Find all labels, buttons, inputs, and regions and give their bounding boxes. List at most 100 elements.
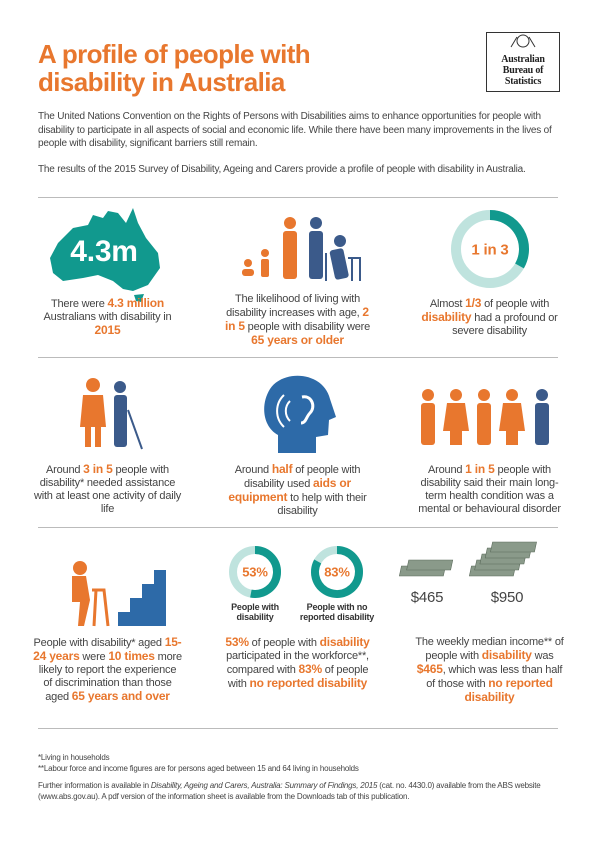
figures-row-icon: [420, 389, 549, 445]
map-figure: 4.3m: [70, 235, 138, 268]
intro-paragraph: The results of the 2015 Survey of Disabi…: [38, 164, 526, 175]
highlight-text: 65 years or older: [251, 333, 344, 347]
donut-arc: [311, 546, 363, 598]
highlight-text: 83%: [298, 662, 323, 676]
separator: [38, 527, 558, 528]
panel-text: There were 4.3 million Australians with …: [15, 297, 200, 338]
panel-text: The weekly median income** of people wit…: [397, 636, 582, 705]
text-segment: participated in the workforce**, compare…: [226, 650, 369, 676]
text-segment: Around: [234, 464, 272, 476]
logo-crest: [510, 34, 536, 48]
donut-pair: 53% People with disability 83% People with n…: [229, 546, 375, 622]
panel: 4.3m There were 4.3 million Australians …: [15, 203, 200, 338]
map-shape: [49, 208, 160, 291]
highlight-text: 4.3 million: [107, 296, 165, 310]
italic-text: Disability, Ageing and Carers, Australia…: [150, 781, 378, 790]
text-segment: more likely to report the experience of …: [38, 651, 182, 703]
text-segment: people with disability* needed assistanc…: [33, 464, 182, 515]
donut-caption: People with no reported disability: [300, 602, 374, 622]
age-figures-icon: [241, 217, 361, 281]
assistance-icon: [79, 378, 143, 450]
highlight-text: no reported disability: [249, 676, 368, 690]
donut-arc: [489, 210, 529, 269]
donut-chart: 1 in 3: [450, 210, 529, 288]
text-segment: people with disability were: [244, 321, 371, 333]
highlight-text: 2015: [94, 323, 121, 337]
panel-text: Around 1 in 5 people with disability sai…: [397, 463, 582, 516]
highlight-text: 2 in 5: [224, 305, 369, 333]
title: A profile of people with disability in A…: [38, 39, 311, 97]
highlight-text: disability: [481, 648, 532, 662]
panel: $465 $950 The weekly median income** of p…: [397, 540, 582, 705]
panel: Around half of people with disability us…: [205, 365, 390, 518]
highlight-text: 1 in 5: [465, 462, 495, 476]
text-segment: (cat. no. 4430.0) available from the ABS…: [38, 781, 541, 801]
separator: [38, 357, 558, 358]
donut-label: 1 in 3: [471, 241, 508, 258]
text-segment: The weekly median income** of people wit…: [415, 636, 564, 662]
panel: 53% People with disability 83% People with n…: [205, 540, 390, 691]
text-segment: was: [531, 650, 554, 662]
highlight-text: $465: [416, 662, 443, 676]
panel: The likelihood of living with disability…: [205, 203, 390, 348]
money-icon: $465 $950: [398, 541, 537, 606]
logo-text: Australian Bureau of Statistics: [501, 54, 545, 87]
panel-text: 53% of people with disability participat…: [205, 636, 390, 691]
logo: Australian Bureau of Statistics: [486, 32, 560, 92]
text-segment: people with disability said their main l…: [418, 464, 561, 515]
highlight-text: disability: [319, 635, 370, 649]
separator: [38, 197, 558, 198]
donut-caption: People with disability: [231, 602, 279, 622]
text-segment: The likelihood of living with disability…: [226, 293, 363, 319]
highlight-text: disability: [421, 310, 472, 324]
text-segment: Almost: [429, 298, 466, 310]
panel: Around 3 in 5 people with disability* ne…: [15, 365, 200, 516]
text-segment: There were: [51, 298, 108, 310]
text-segment: People with disability* aged: [33, 637, 165, 649]
donut-arc: [250, 546, 281, 598]
highlight-text: 53%: [225, 635, 249, 649]
hearing-aid-icon: [263, 375, 336, 453]
text-segment: Around: [428, 464, 466, 476]
text-segment: had a profound or severe disability: [452, 312, 558, 337]
intro-paragraph: The United Nations Convention on the Rig…: [38, 111, 552, 149]
income-amount: $465: [411, 589, 444, 606]
footnote: *Living in households: [38, 753, 110, 762]
highlight-text: 10 times: [108, 649, 155, 663]
text-segment: of people with: [248, 637, 320, 649]
walker-stairs-icon: [71, 561, 166, 627]
highlight-text: 1/3: [465, 296, 482, 310]
panel-text: Around 3 in 5 people with disability* ne…: [15, 463, 200, 516]
text-segment: to help with their disability: [277, 492, 367, 517]
highlight-text: half: [271, 462, 293, 476]
footnote: **Labour force and income figures are fo…: [38, 764, 359, 773]
donut-label: 83%: [324, 565, 350, 580]
separator: [38, 728, 558, 729]
text-segment: Around: [46, 464, 84, 476]
panel-text: People with disability* aged 15-24 years…: [15, 636, 200, 704]
panel-text: The likelihood of living with disability…: [205, 293, 390, 348]
highlight-text: 3 in 5: [83, 462, 113, 476]
text-segment: of people with: [227, 664, 369, 690]
panel: Around 1 in 5 people with disability sai…: [397, 365, 582, 516]
australia-map-icon: 4.3m: [49, 208, 160, 302]
text-segment: Australians with disability in: [43, 311, 172, 323]
highlight-text: no reported disability: [464, 676, 553, 704]
text-segment: , which was less than half of those with: [426, 664, 563, 690]
text-segment: of people with: [481, 298, 550, 310]
text-segment: were: [79, 651, 109, 663]
panel-text: Almost 1/3 of people with disability had…: [397, 297, 582, 338]
highlight-text: 65 years and over: [71, 689, 170, 703]
panel-text: Around half of people with disability us…: [205, 463, 390, 518]
panel: 1 in 3 Almost 1/3 of people with disabil…: [397, 203, 582, 338]
highlight-text: aids or equipment: [228, 476, 351, 504]
text-segment: Further information is available in: [38, 781, 151, 790]
tasmania-shape: [133, 294, 144, 302]
donut-label: 53%: [242, 565, 268, 580]
highlight-text: 15-24 years: [33, 635, 182, 663]
income-amount: $950: [491, 589, 524, 606]
text-segment: of people with disability used: [244, 464, 361, 490]
further-info: Further information is available in Disa…: [38, 780, 558, 802]
panel: People with disability* aged 15-24 years…: [15, 540, 200, 704]
